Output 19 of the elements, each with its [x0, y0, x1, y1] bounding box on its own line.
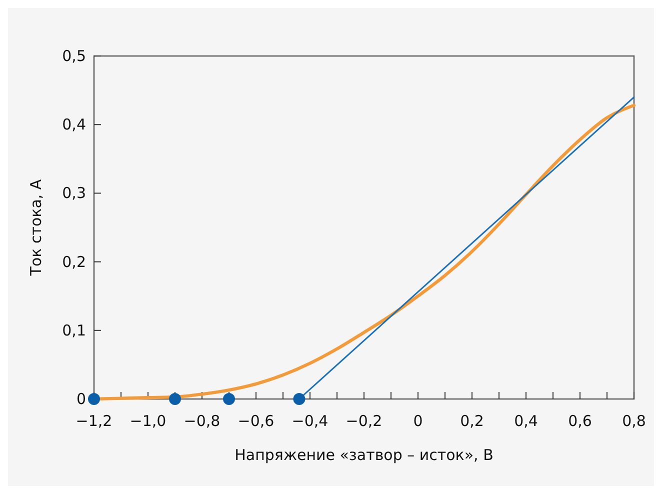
x-tick-label: −0,4	[292, 412, 328, 430]
y-tick-label: 0,3	[62, 184, 86, 202]
y-tick-label: 0,5	[62, 47, 86, 65]
y-tick-label: 0	[76, 390, 86, 408]
x-tick-label: −1,0	[130, 412, 166, 430]
x-tick-label: 0,8	[622, 412, 646, 430]
y-tick-label: 0,2	[62, 252, 86, 271]
x-tick-label: 0,4	[514, 412, 538, 430]
x-tick-label: −0,8	[184, 412, 220, 430]
x-tick-label: −0,2	[346, 412, 382, 430]
x-tick-label: −1,2	[76, 412, 112, 430]
x-axis-title: Напряжение «затвор – исток», В	[234, 446, 494, 464]
y-tick-label: 0,4	[62, 116, 86, 134]
x-tick-label: −0,6	[238, 412, 274, 430]
y-tick-label: 0,1	[62, 321, 86, 340]
x-tick-label: 0,6	[568, 412, 592, 430]
y-axis-title: Ток стока, А	[27, 178, 45, 277]
x-tick-label: 0	[413, 412, 423, 430]
x-tick-label: 0,2	[460, 412, 484, 430]
